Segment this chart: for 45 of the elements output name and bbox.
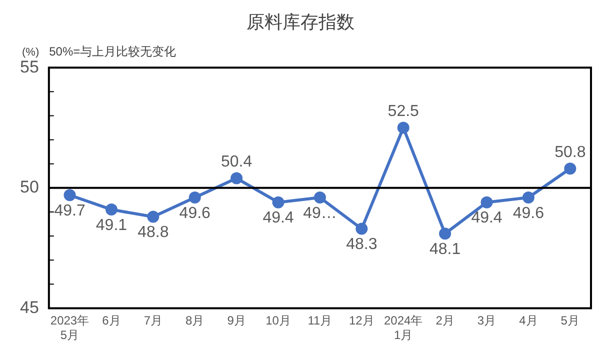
y-tick-label: 50 <box>20 178 39 197</box>
y-tick-label: 45 <box>20 298 39 317</box>
data-label: 49.4 <box>262 210 294 227</box>
point <box>356 222 368 235</box>
x-tick-label: 11月 <box>308 314 332 328</box>
x-tick-label: 9月 <box>227 314 246 328</box>
y-tick-label: 55 <box>20 57 39 76</box>
x-tick-label: 4月 <box>519 314 538 328</box>
point <box>439 228 452 240</box>
x-tick-label: 2024年 1月 <box>384 314 423 342</box>
data-label: 52.5 <box>388 103 420 120</box>
point <box>480 196 493 208</box>
x-tick-label: 5月 <box>560 314 580 328</box>
data-label: 48.3 <box>346 236 378 254</box>
data-label: 48.8 <box>138 224 169 242</box>
y-axis-title: (%) <box>22 46 40 59</box>
x-tick-label: 6月 <box>102 314 121 328</box>
point <box>64 189 76 202</box>
point <box>564 162 576 175</box>
x-tick-label: 10月 <box>266 314 291 328</box>
data-label: 49.6 <box>179 204 211 222</box>
data-label: 50.8 <box>554 144 586 162</box>
chart-title: 原料库存指数 <box>246 12 354 32</box>
data-label: 48.1 <box>429 241 461 258</box>
x-tick-label: 2月 <box>436 314 454 328</box>
x-tick-label: 3月 <box>477 314 496 328</box>
x-tick-label: 2023年 5月 <box>50 314 90 342</box>
data-label: 49.1 <box>96 216 128 234</box>
point <box>522 192 534 204</box>
data-label: 49.4 <box>471 210 502 227</box>
data-label: 49.7 <box>54 202 86 220</box>
x-tick-label: 7月 <box>144 314 162 328</box>
x-tick-label: 8月 <box>186 314 204 328</box>
point <box>397 122 410 134</box>
data-label: 49… <box>303 204 337 222</box>
text: 50%=与上月比较无变化 <box>49 44 176 59</box>
data-label: 50.4 <box>220 154 252 171</box>
point <box>272 196 284 208</box>
point <box>188 192 201 204</box>
point <box>147 210 160 223</box>
point <box>314 192 326 204</box>
point <box>230 172 243 184</box>
point <box>105 204 118 216</box>
x-tick-label: 12月 <box>348 314 374 328</box>
data-label: 49.6 <box>512 204 544 222</box>
